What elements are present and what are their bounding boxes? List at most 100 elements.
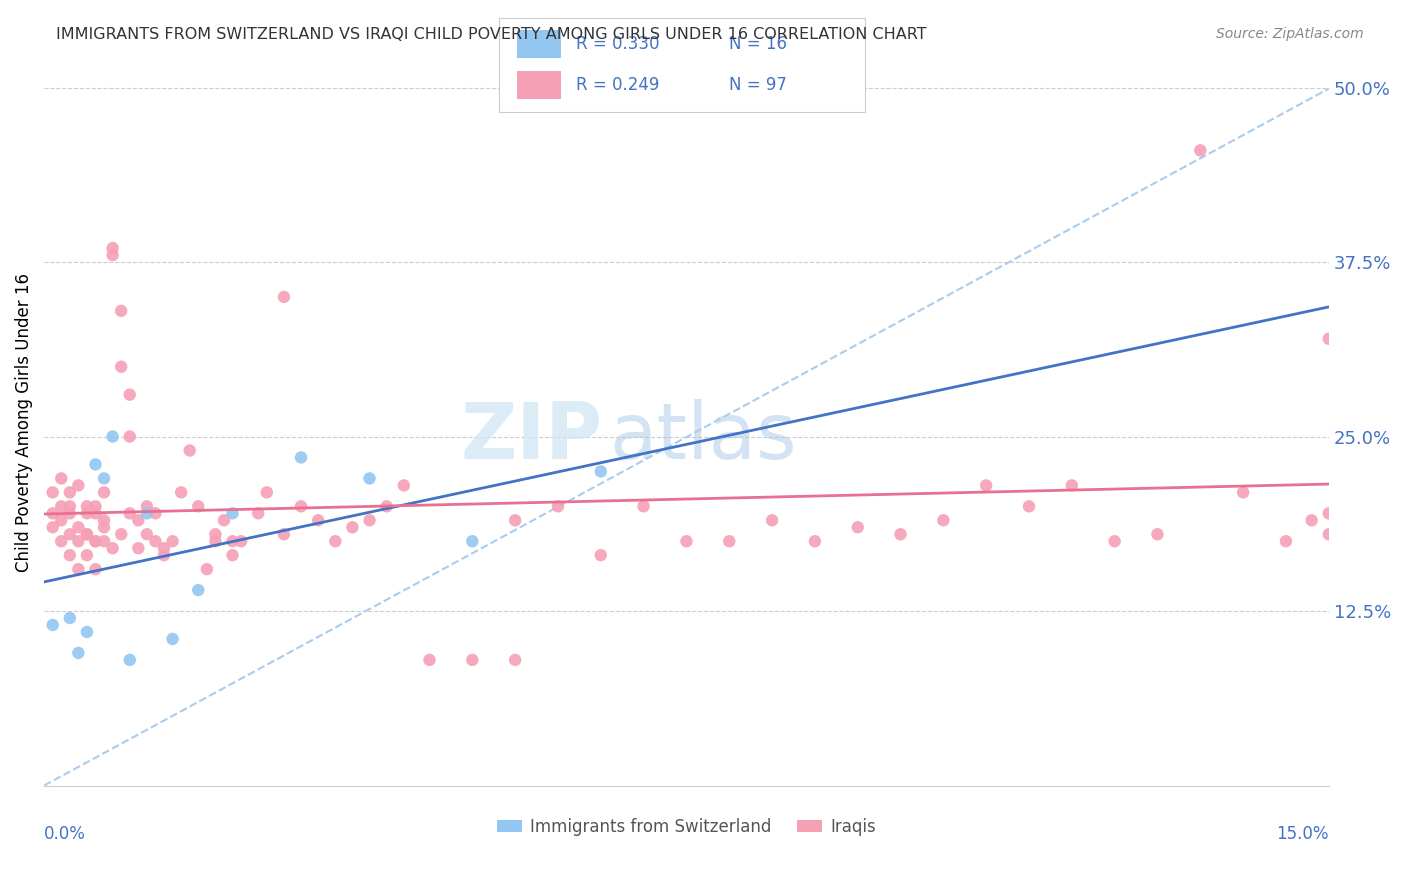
Point xyxy=(589,465,612,479)
Point xyxy=(118,429,141,443)
Point xyxy=(41,618,63,632)
Text: N = 97: N = 97 xyxy=(730,77,787,95)
Bar xyxy=(517,30,561,58)
Point xyxy=(195,562,218,576)
Point xyxy=(221,506,243,520)
Point xyxy=(187,583,209,598)
Point xyxy=(127,541,149,556)
Point xyxy=(41,506,63,520)
Point xyxy=(84,562,107,576)
Point xyxy=(59,500,82,514)
Text: R = 0.330: R = 0.330 xyxy=(576,35,659,53)
Point xyxy=(589,548,612,562)
Point xyxy=(84,506,107,520)
Point xyxy=(1060,478,1083,492)
Point xyxy=(1104,534,1126,549)
Point xyxy=(633,500,655,514)
Point xyxy=(135,500,157,514)
Point xyxy=(1301,513,1323,527)
Point xyxy=(761,513,783,527)
Point xyxy=(84,500,107,514)
Point xyxy=(59,548,82,562)
Point xyxy=(162,632,184,646)
Point xyxy=(51,471,73,485)
Point xyxy=(256,485,278,500)
Point xyxy=(118,387,141,401)
Point xyxy=(804,534,827,549)
Text: ZIP: ZIP xyxy=(461,399,603,475)
Point xyxy=(93,520,115,534)
Point xyxy=(392,478,415,492)
Point xyxy=(51,534,73,549)
Point xyxy=(76,624,98,639)
Point xyxy=(290,500,312,514)
Point xyxy=(101,241,124,255)
Point xyxy=(51,500,73,514)
Point xyxy=(67,478,90,492)
Point xyxy=(170,485,193,500)
Point xyxy=(974,478,997,492)
Point xyxy=(718,534,741,549)
Point xyxy=(76,548,98,562)
Point xyxy=(101,541,124,556)
Point xyxy=(76,527,98,541)
Text: N = 16: N = 16 xyxy=(730,35,787,53)
Point xyxy=(76,506,98,520)
Point xyxy=(273,527,295,541)
Point xyxy=(110,304,132,318)
Point xyxy=(127,513,149,527)
Point xyxy=(204,527,226,541)
Text: atlas: atlas xyxy=(609,399,797,475)
Point xyxy=(204,534,226,549)
Point xyxy=(93,534,115,549)
Point xyxy=(1232,485,1254,500)
Text: 15.0%: 15.0% xyxy=(1277,825,1329,844)
Point xyxy=(932,513,955,527)
Text: 0.0%: 0.0% xyxy=(44,825,86,844)
Point xyxy=(179,443,201,458)
Point xyxy=(307,513,329,527)
Point xyxy=(247,506,270,520)
Point xyxy=(84,534,107,549)
Point xyxy=(84,534,107,549)
Point xyxy=(101,429,124,443)
Point xyxy=(461,534,484,549)
Point xyxy=(67,534,90,549)
Point xyxy=(59,485,82,500)
Point xyxy=(153,541,176,556)
Point xyxy=(93,513,115,527)
Point xyxy=(1018,500,1040,514)
Point xyxy=(221,548,243,562)
Point xyxy=(76,500,98,514)
Point xyxy=(890,527,912,541)
Point xyxy=(93,485,115,500)
Point xyxy=(187,500,209,514)
Point xyxy=(503,513,526,527)
Point xyxy=(67,646,90,660)
Point xyxy=(110,359,132,374)
Point xyxy=(51,513,73,527)
Point xyxy=(212,513,235,527)
Point xyxy=(221,534,243,549)
Point xyxy=(145,506,167,520)
Point xyxy=(503,653,526,667)
Point xyxy=(84,458,107,472)
Point xyxy=(145,534,167,549)
Point xyxy=(101,248,124,262)
Point xyxy=(461,653,484,667)
Point xyxy=(1343,345,1365,359)
Text: R = 0.249: R = 0.249 xyxy=(576,77,659,95)
Point xyxy=(110,527,132,541)
Point xyxy=(1317,506,1340,520)
Point xyxy=(342,520,364,534)
Point xyxy=(59,611,82,625)
Point xyxy=(153,548,176,562)
Point xyxy=(846,520,869,534)
Point xyxy=(1189,144,1212,158)
Point xyxy=(418,653,440,667)
Point xyxy=(547,500,569,514)
Point xyxy=(59,506,82,520)
Point xyxy=(135,527,157,541)
Bar xyxy=(517,71,561,99)
Point xyxy=(323,534,346,549)
